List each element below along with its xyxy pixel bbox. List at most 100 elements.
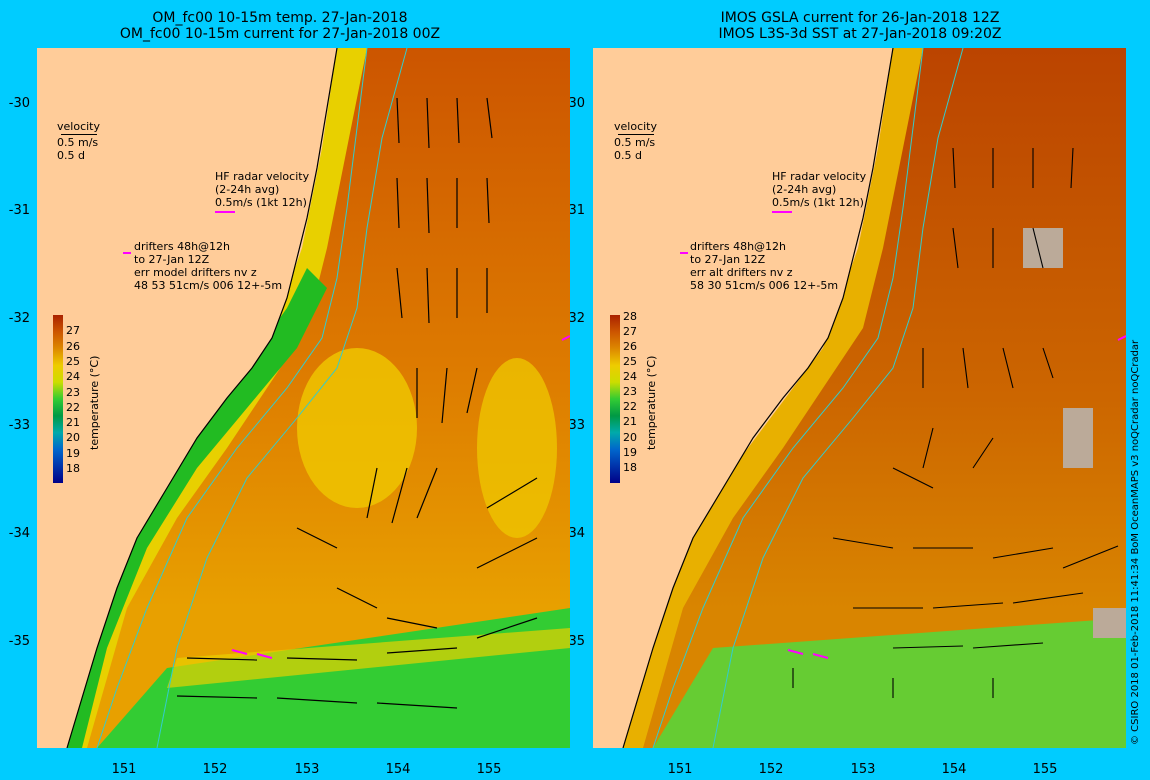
velocity-scale-arrow xyxy=(618,134,654,135)
x-tick: 154 xyxy=(941,762,967,777)
hf-scale-arrow xyxy=(772,211,792,213)
left-map-panel xyxy=(37,48,570,748)
cloud-gap xyxy=(1093,608,1126,638)
cb-tick: 24 xyxy=(623,370,637,383)
y-tick: -35 xyxy=(8,634,30,649)
contour xyxy=(96,48,368,748)
right-title: IMOS GSLA current for 26-Jan-2018 12Z IM… xyxy=(650,10,1070,42)
hf-avg: (2-24h avg) xyxy=(215,183,280,196)
drifter-marker xyxy=(123,252,131,254)
cb-tick: 18 xyxy=(66,462,80,475)
velocity-label: velocity xyxy=(614,120,657,133)
velocity-scale1: 0.5 m/s xyxy=(57,136,99,149)
contour xyxy=(652,48,924,748)
y-tick: -32 xyxy=(8,311,30,326)
velocity-label: velocity xyxy=(57,120,100,133)
right-velocity-legend: velocity 0.5 m/s 0.5 d xyxy=(614,120,657,162)
cb-tick: 20 xyxy=(623,431,637,444)
right-map-panel xyxy=(593,48,1126,748)
eddy-yellow-2 xyxy=(477,358,557,538)
x-tick: 155 xyxy=(1032,762,1058,777)
velocity-arrows xyxy=(176,97,538,709)
cb-tick: 27 xyxy=(623,325,637,338)
hf-radar-arrows xyxy=(231,335,570,659)
x-tick: 152 xyxy=(202,762,228,777)
x-tick: 154 xyxy=(385,762,411,777)
cb-tick: 27 xyxy=(66,324,80,337)
x-tick: 153 xyxy=(294,762,320,777)
left-hf-legend: HF radar velocity (2-24h avg) 0.5m/s (1k… xyxy=(215,170,309,213)
x-tick: 151 xyxy=(667,762,693,777)
right-drifters-legend: drifters 48h@12h to 27-Jan 12Z err alt d… xyxy=(690,240,838,292)
drifters-line2: to 27-Jan 12Z xyxy=(690,253,766,266)
cb-tick: 23 xyxy=(66,386,80,399)
drifters-line2: to 27-Jan 12Z xyxy=(134,253,210,266)
velocity-scale2: 0.5 d xyxy=(57,149,85,162)
cb-tick: 26 xyxy=(623,340,637,353)
cb-tick: 19 xyxy=(623,446,637,459)
cb-tick: 21 xyxy=(66,416,80,429)
x-tick: 155 xyxy=(476,762,502,777)
shelf-band xyxy=(603,48,923,748)
y-tick: -31 xyxy=(8,203,30,218)
cb-tick: 24 xyxy=(66,370,80,383)
cb-tick: 19 xyxy=(66,447,80,460)
right-colorbar xyxy=(610,315,620,483)
cb-tick: 20 xyxy=(66,431,80,444)
cb-tick: 22 xyxy=(623,400,637,413)
cb-tick: 25 xyxy=(623,355,637,368)
right-title-line1: IMOS GSLA current for 26-Jan-2018 12Z xyxy=(720,10,1000,26)
southern-yellow xyxy=(167,628,570,688)
hf-avg: (2-24h avg) xyxy=(772,183,837,196)
right-map-svg xyxy=(593,48,1126,748)
coastal-green xyxy=(42,268,327,748)
x-tick: 153 xyxy=(850,762,876,777)
credit-text: © CSIRO 2018 01-Feb-2018 11:41:34 BoM Oc… xyxy=(1130,339,1141,745)
left-colorbar xyxy=(53,315,63,483)
left-map-svg xyxy=(37,48,570,748)
velocity-scale-arrow xyxy=(61,134,97,135)
left-drifters-legend: drifters 48h@12h to 27-Jan 12Z err model… xyxy=(134,240,282,292)
cb-tick: 18 xyxy=(623,461,637,474)
right-title-line2: IMOS L3S-3d SST at 27-Jan-2018 09:20Z xyxy=(718,26,1002,42)
cb-tick: 28 xyxy=(623,310,637,323)
coastline xyxy=(622,48,894,748)
hf-scale: 0.5m/s (1kt 12h) xyxy=(215,196,307,209)
y-tick: -34 xyxy=(8,526,30,541)
x-tick: 151 xyxy=(111,762,137,777)
velocity-scale2: 0.5 d xyxy=(614,149,642,162)
drifters-line1: drifters 48h@12h xyxy=(134,240,231,253)
land xyxy=(593,48,893,748)
drifters-line3: err alt drifters nv z xyxy=(690,266,793,279)
y-tick: -33 xyxy=(8,418,30,433)
right-colorbar-title: temperature (°C) xyxy=(645,355,658,450)
left-velocity-legend: velocity 0.5 m/s 0.5 d xyxy=(57,120,100,162)
right-hf-legend: HF radar velocity (2-24h avg) 0.5m/s (1k… xyxy=(772,170,866,213)
contour xyxy=(156,48,408,748)
drifters-line4: 48 53 51cm/s 006 12+-5m xyxy=(134,279,283,292)
contour xyxy=(712,48,964,748)
land xyxy=(37,48,337,748)
left-colorbar-title: temperature (°C) xyxy=(88,355,101,450)
cloud-gap xyxy=(1023,228,1063,268)
hf-radar-arrows xyxy=(787,335,1126,659)
cb-tick: 23 xyxy=(623,385,637,398)
coastline xyxy=(66,48,338,748)
drifter-marker xyxy=(680,252,688,254)
cloud-gap xyxy=(1063,408,1093,468)
cb-tick: 21 xyxy=(623,415,637,428)
x-tick: 152 xyxy=(758,762,784,777)
y-tick: -30 xyxy=(8,96,30,111)
left-title: OM_fc00 10-15m temp. 27-Jan-2018 OM_fc00… xyxy=(70,10,490,42)
southern-green xyxy=(653,618,1126,748)
drifters-line1: drifters 48h@12h xyxy=(690,240,787,253)
eddy-yellow xyxy=(297,348,417,508)
hf-title: HF radar velocity xyxy=(215,170,310,183)
left-title-line2: OM_fc00 10-15m current for 27-Jan-2018 0… xyxy=(119,26,441,42)
cb-tick: 22 xyxy=(66,401,80,414)
hf-scale: 0.5m/s (1kt 12h) xyxy=(772,196,864,209)
cb-tick: 25 xyxy=(66,355,80,368)
cb-tick: 26 xyxy=(66,340,80,353)
drifters-line4: 58 30 51cm/s 006 12+-5m xyxy=(690,279,839,292)
velocity-arrows xyxy=(792,147,1119,698)
